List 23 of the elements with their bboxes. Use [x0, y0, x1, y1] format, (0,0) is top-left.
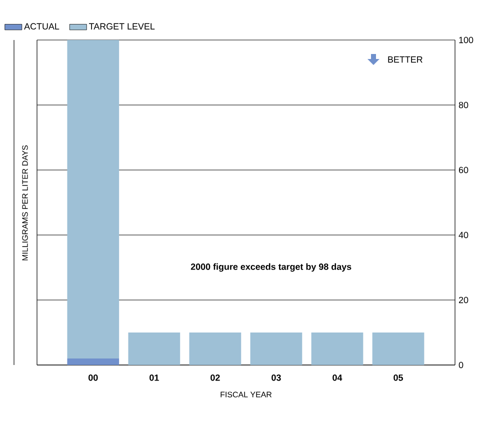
y-tick-label: 60 — [458, 166, 468, 174]
x-tick-label: 00 — [88, 374, 98, 381]
bar — [67, 40, 120, 358]
y-tick-label: 20 — [458, 296, 468, 304]
bar — [250, 332, 302, 365]
annotation: 2000 figure exceeds target by 98 days — [190, 263, 352, 272]
legend-label: ACTUAL — [24, 23, 60, 30]
x-tick-label: 02 — [210, 374, 220, 381]
bar — [67, 358, 120, 365]
x-tick-label: 05 — [394, 374, 403, 381]
bar — [372, 332, 424, 365]
bar — [311, 332, 364, 365]
y-tick-label: 100 — [459, 36, 474, 44]
annotation: BETTER — [388, 56, 422, 63]
bar — [128, 332, 180, 365]
y-tick-label: 40 — [458, 232, 468, 238]
x-tick-label: 01 — [150, 374, 159, 381]
legend-label: TARGET LEVEL — [89, 23, 155, 30]
x-tick-label: 04 — [332, 374, 342, 381]
y-tick-label: 80 — [458, 102, 468, 108]
x-tick-label: 03 — [272, 374, 281, 381]
bar — [189, 332, 242, 365]
y-tick-label: 0 — [458, 362, 464, 368]
